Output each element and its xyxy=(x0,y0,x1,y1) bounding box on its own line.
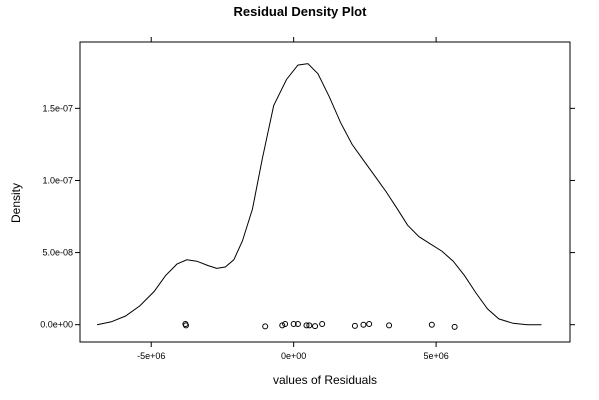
residual-point xyxy=(294,320,301,327)
plot-frame xyxy=(79,41,571,343)
y-tick-label: 5.0e-08 xyxy=(42,248,73,258)
residual-point xyxy=(386,322,393,329)
residual-point xyxy=(312,323,319,330)
residual-point xyxy=(360,321,367,328)
residual-point xyxy=(306,322,313,329)
residual-point xyxy=(290,320,297,327)
y-tick-label: 1.5e-07 xyxy=(42,103,73,113)
residual-point xyxy=(279,322,286,329)
x-tick-label: 5e+06 xyxy=(423,351,448,361)
density-line xyxy=(96,63,542,326)
x-tick-label: 0e+00 xyxy=(281,351,306,361)
residual-point xyxy=(303,322,310,329)
residual-point xyxy=(262,323,269,330)
y-tick-label: 1.0e-07 xyxy=(42,175,73,185)
y-tick-label: 0.0e+00 xyxy=(40,320,73,330)
y-axis-label: Density xyxy=(9,183,23,223)
residual-point xyxy=(451,323,458,330)
ticks-layer: -5e+06 0e+00 5e+06 0.0e+00 5.0e-08 1.0e-07 1.5… xyxy=(40,37,575,361)
residual-point xyxy=(428,321,435,328)
residual-point xyxy=(351,322,358,329)
residual-point xyxy=(366,320,373,327)
x-tick-label: -5e+06 xyxy=(137,351,165,361)
chart-title: Residual Density Plot xyxy=(234,4,368,19)
residual-point xyxy=(182,322,189,329)
x-axis-label: values of Residuals xyxy=(273,373,377,387)
residual-point xyxy=(282,320,289,327)
residual-points xyxy=(182,320,458,330)
residual-point xyxy=(319,320,326,327)
